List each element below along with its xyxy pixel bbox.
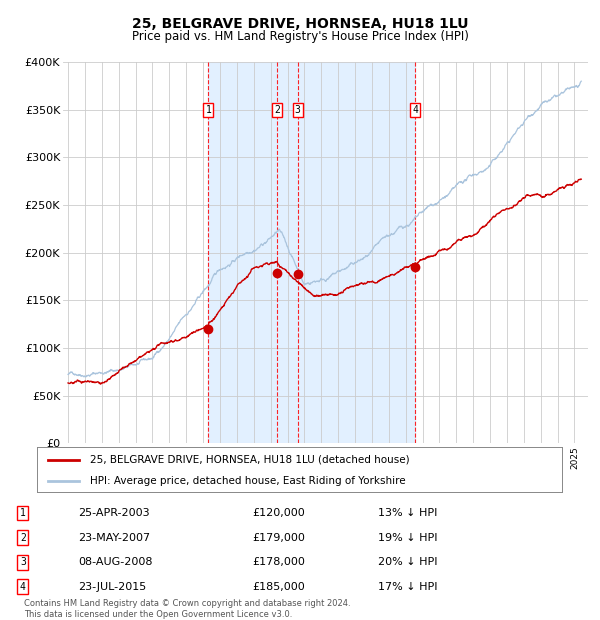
Text: 13% ↓ HPI: 13% ↓ HPI <box>378 508 437 518</box>
Text: 19% ↓ HPI: 19% ↓ HPI <box>378 533 437 542</box>
Text: £120,000: £120,000 <box>252 508 305 518</box>
Text: 3: 3 <box>295 105 301 115</box>
Text: 3: 3 <box>20 557 26 567</box>
Text: Contains HM Land Registry data © Crown copyright and database right 2024.
This d: Contains HM Land Registry data © Crown c… <box>24 600 350 619</box>
Text: 25-APR-2003: 25-APR-2003 <box>78 508 149 518</box>
Text: 2: 2 <box>274 105 280 115</box>
Text: 17% ↓ HPI: 17% ↓ HPI <box>378 582 437 591</box>
Text: £179,000: £179,000 <box>252 533 305 542</box>
Text: 08-AUG-2008: 08-AUG-2008 <box>78 557 152 567</box>
Text: 25, BELGRAVE DRIVE, HORNSEA, HU18 1LU (detached house): 25, BELGRAVE DRIVE, HORNSEA, HU18 1LU (d… <box>90 454 409 464</box>
Text: 4: 4 <box>412 105 418 115</box>
Text: HPI: Average price, detached house, East Riding of Yorkshire: HPI: Average price, detached house, East… <box>90 476 406 485</box>
Text: Price paid vs. HM Land Registry's House Price Index (HPI): Price paid vs. HM Land Registry's House … <box>131 30 469 43</box>
Text: 1: 1 <box>205 105 211 115</box>
Text: £185,000: £185,000 <box>252 582 305 591</box>
Text: 23-JUL-2015: 23-JUL-2015 <box>78 582 146 591</box>
Text: 25, BELGRAVE DRIVE, HORNSEA, HU18 1LU: 25, BELGRAVE DRIVE, HORNSEA, HU18 1LU <box>132 17 468 32</box>
Text: 2: 2 <box>20 533 26 542</box>
Text: 20% ↓ HPI: 20% ↓ HPI <box>378 557 437 567</box>
Text: £178,000: £178,000 <box>252 557 305 567</box>
Text: 23-MAY-2007: 23-MAY-2007 <box>78 533 150 542</box>
Text: 4: 4 <box>20 582 26 591</box>
Bar <box>208 62 415 443</box>
Text: 1: 1 <box>20 508 26 518</box>
